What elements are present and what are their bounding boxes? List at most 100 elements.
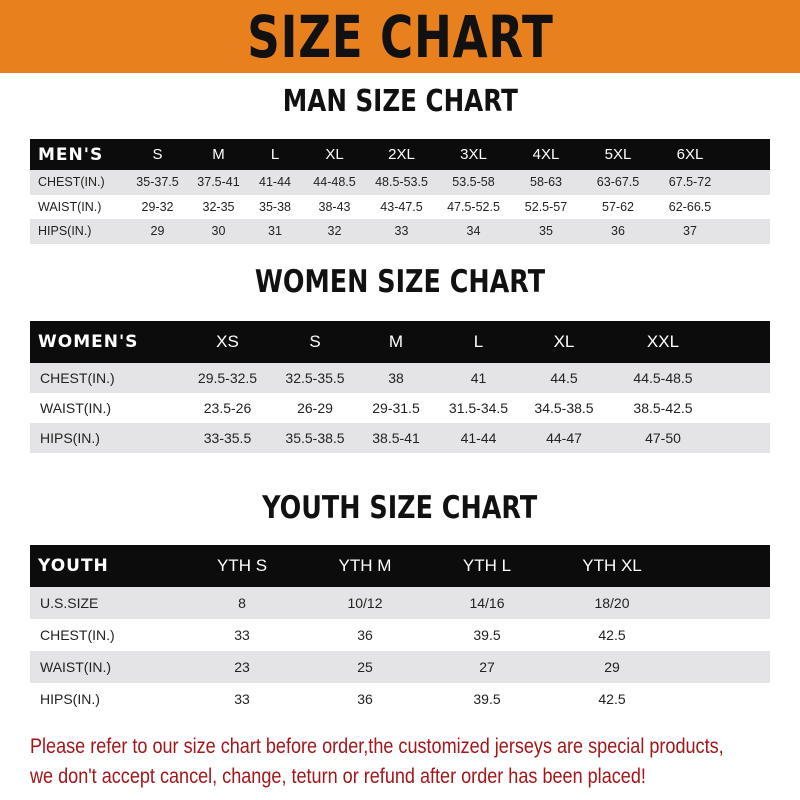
measurement-value: 36 — [582, 219, 654, 244]
table-row: HIPS(IN.) 33-35.5 35.5-38.5 38.5-41 41-44 44-… — [30, 423, 770, 453]
size-header: 6XL — [654, 139, 726, 170]
measurement-value: 31 — [247, 219, 303, 244]
measurement-label: HIPS(IN.) — [30, 423, 180, 453]
size-header: M — [355, 321, 437, 363]
measurement-value: 33 — [366, 219, 437, 244]
measurement-value: 42.5 — [548, 683, 676, 715]
measurement-value: 53.5-58 — [437, 170, 510, 195]
measurement-value: 47-50 — [608, 423, 718, 453]
measurement-value: 23 — [180, 651, 304, 683]
row-spacer — [726, 219, 770, 244]
measurement-label: HIPS(IN.) — [30, 683, 180, 715]
measurement-value: 29 — [125, 219, 190, 244]
table-row: CHEST(IN.) 35-37.5 37.5-41 41-44 44-48.5 48.5… — [30, 170, 770, 195]
measurement-value: 31.5-34.5 — [437, 393, 520, 423]
table-row: WAIST(IN.) 29-32 32-35 35-38 38-43 43-47.5 47.… — [30, 194, 770, 219]
table-row: CHEST(IN.) 29.5-32.5 32.5-35.5 38 41 44.5 44.5… — [30, 363, 770, 393]
youth-header-row: YOUTH YTH S YTH M YTH L YTH XL — [30, 545, 770, 587]
measurement-value: 34.5-38.5 — [520, 393, 608, 423]
measurement-value: 32-35 — [190, 194, 247, 219]
measurement-value: 34 — [437, 219, 510, 244]
size-chart-banner: SIZE CHART — [0, 0, 800, 73]
row-spacer — [718, 393, 770, 423]
measurement-label: WAIST(IN.) — [30, 393, 180, 423]
measurement-value: 25 — [304, 651, 426, 683]
measurement-value: 18/20 — [548, 587, 676, 619]
measurement-value: 26-29 — [275, 393, 355, 423]
size-header: YTH S — [180, 545, 304, 587]
women-header-row: WOMEN'S XS S M L XL XXL — [30, 321, 770, 363]
measurement-value: 43-47.5 — [366, 194, 437, 219]
youth-section-title: YOUTH SIZE CHART — [262, 490, 538, 526]
measurement-value: 52.5-57 — [510, 194, 582, 219]
measurement-value: 42.5 — [548, 619, 676, 651]
row-spacer — [718, 423, 770, 453]
measurement-value: 37.5-41 — [190, 170, 247, 195]
size-header: 3XL — [437, 139, 510, 170]
measurement-value: 38 — [355, 363, 437, 393]
size-header: YTH XL — [548, 545, 676, 587]
measurement-label: CHEST(IN.) — [30, 619, 180, 651]
row-spacer — [676, 587, 770, 619]
measurement-label: U.S.SIZE — [30, 587, 180, 619]
measurement-value: 44.5-48.5 — [608, 363, 718, 393]
size-header: L — [437, 321, 520, 363]
women-size-table: WOMEN'S XS S M L XL XXL CHEST(IN.) 29.5-32.5 32.5… — [30, 321, 770, 453]
size-header: 2XL — [366, 139, 437, 170]
row-spacer — [718, 363, 770, 393]
measurement-value: 35-38 — [247, 194, 303, 219]
notice-line-1: Please refer to our size chart before or… — [30, 735, 724, 758]
measurement-value: 41 — [437, 363, 520, 393]
measurement-value: 44-48.5 — [303, 170, 366, 195]
measurement-value: 39.5 — [426, 683, 548, 715]
measurement-value: 29-32 — [125, 194, 190, 219]
table-row: WAIST(IN.) 23.5-26 26-29 29-31.5 31.5-34.5 34… — [30, 393, 770, 423]
header-spacer — [718, 321, 770, 363]
measurement-value: 23.5-26 — [180, 393, 275, 423]
measurement-value: 58-63 — [510, 170, 582, 195]
measurement-value: 38-43 — [303, 194, 366, 219]
measurement-value: 38.5-42.5 — [608, 393, 718, 423]
banner-title: SIZE CHART — [246, 2, 554, 71]
header-spacer — [726, 139, 770, 170]
size-header: S — [275, 321, 355, 363]
row-spacer — [726, 170, 770, 195]
measurement-value: 14/16 — [426, 587, 548, 619]
table-label: MEN'S — [30, 139, 125, 170]
row-spacer — [676, 683, 770, 715]
measurement-value: 57-62 — [582, 194, 654, 219]
measurement-value: 41-44 — [247, 170, 303, 195]
row-spacer — [676, 651, 770, 683]
measurement-value: 35-37.5 — [125, 170, 190, 195]
measurement-value: 29.5-32.5 — [180, 363, 275, 393]
header-spacer — [676, 545, 770, 587]
size-header: 5XL — [582, 139, 654, 170]
measurement-value: 44.5 — [520, 363, 608, 393]
size-header: XL — [520, 321, 608, 363]
measurement-value: 62-66.5 — [654, 194, 726, 219]
table-label: YOUTH — [30, 545, 180, 587]
measurement-label: WAIST(IN.) — [30, 651, 180, 683]
row-spacer — [726, 194, 770, 219]
size-header: L — [247, 139, 303, 170]
measurement-value: 38.5-41 — [355, 423, 437, 453]
table-row: U.S.SIZE 8 10/12 14/16 18/20 — [30, 587, 770, 619]
measurement-value: 39.5 — [426, 619, 548, 651]
measurement-value: 35 — [510, 219, 582, 244]
measurement-value: 67.5-72 — [654, 170, 726, 195]
size-header: YTH M — [304, 545, 426, 587]
women-section-title: WOMEN SIZE CHART — [254, 264, 546, 300]
measurement-value: 35.5-38.5 — [275, 423, 355, 453]
measurement-value: 44-47 — [520, 423, 608, 453]
size-header: M — [190, 139, 247, 170]
measurement-value: 33 — [180, 683, 304, 715]
measurement-value: 33-35.5 — [180, 423, 275, 453]
measurement-label: WAIST(IN.) — [30, 194, 125, 219]
table-label: WOMEN'S — [30, 321, 180, 363]
table-row: WAIST(IN.) 23 25 27 29 — [30, 651, 770, 683]
men-section-title: MAN SIZE CHART — [282, 84, 518, 119]
measurement-value: 32.5-35.5 — [275, 363, 355, 393]
size-header: S — [125, 139, 190, 170]
measurement-value: 29 — [548, 651, 676, 683]
measurement-value: 32 — [303, 219, 366, 244]
